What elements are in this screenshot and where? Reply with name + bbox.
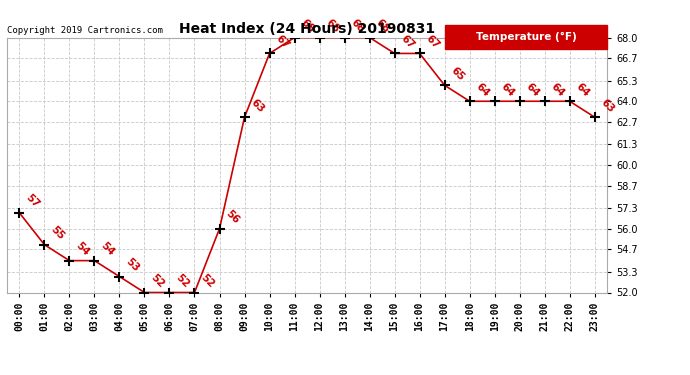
Text: 64: 64 bbox=[499, 81, 516, 99]
Text: 67: 67 bbox=[424, 33, 441, 51]
Text: 68: 68 bbox=[374, 17, 391, 35]
Text: 53: 53 bbox=[124, 256, 141, 274]
Text: 54: 54 bbox=[99, 240, 116, 258]
Text: 57: 57 bbox=[23, 193, 41, 210]
Text: 68: 68 bbox=[324, 17, 341, 35]
Text: 68: 68 bbox=[299, 17, 316, 35]
Text: 63: 63 bbox=[599, 97, 616, 114]
Text: 64: 64 bbox=[549, 81, 566, 99]
Bar bbox=[445, 25, 607, 49]
Text: 68: 68 bbox=[348, 17, 366, 35]
Text: 63: 63 bbox=[248, 97, 266, 114]
Text: 55: 55 bbox=[48, 225, 66, 242]
Text: 52: 52 bbox=[199, 272, 216, 290]
Title: Heat Index (24 Hours) 20190831: Heat Index (24 Hours) 20190831 bbox=[179, 22, 435, 36]
Text: 67: 67 bbox=[399, 33, 416, 51]
Text: 56: 56 bbox=[224, 209, 241, 226]
Text: 64: 64 bbox=[524, 81, 541, 99]
Text: 64: 64 bbox=[574, 81, 591, 99]
Text: Copyright 2019 Cartronics.com: Copyright 2019 Cartronics.com bbox=[7, 26, 163, 35]
Text: 65: 65 bbox=[448, 65, 466, 82]
Text: 67: 67 bbox=[274, 33, 291, 51]
Text: Temperature (°F): Temperature (°F) bbox=[476, 32, 577, 42]
Text: 54: 54 bbox=[74, 240, 91, 258]
Text: 52: 52 bbox=[174, 272, 191, 290]
Text: 52: 52 bbox=[148, 272, 166, 290]
Text: 64: 64 bbox=[474, 81, 491, 99]
